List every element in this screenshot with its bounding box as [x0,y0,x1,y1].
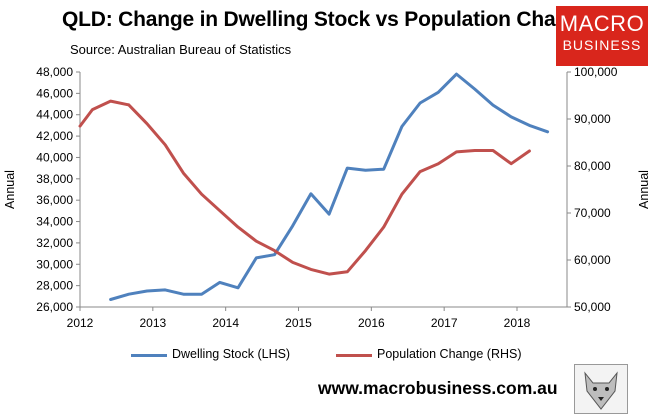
y-left-axis-title: Annual [3,170,17,209]
y-right-tick-label: 60,000 [574,253,611,267]
logo-line-1: MACRO [559,11,645,36]
x-tick-label: 2015 [285,316,312,330]
legend-label-dwelling: Dwelling Stock (LHS) [172,347,291,361]
chart-title: QLD: Change in Dwelling Stock vs Populat… [62,8,593,31]
footer-url[interactable]: www.macrobusiness.com.au [318,378,558,398]
chart-source: Source: Australian Bureau of Statistics [70,42,292,57]
x-tick-label: 2018 [504,316,531,330]
x-tick-label: 2017 [431,316,458,330]
macrobusiness-logo[interactable]: MACRO BUSINESS [556,6,648,66]
y-right-tick-label: 100,000 [574,65,618,79]
y-left-tick-label: 42,000 [36,129,73,143]
y-left-tick-label: 46,000 [36,86,73,100]
legend-swatch-dwelling [131,354,167,357]
y-left-tick-label: 30,000 [36,257,73,271]
y-left-tick-label: 40,000 [36,150,73,164]
y-right-tick-label: 50,000 [574,300,611,314]
y-left-tick-label: 44,000 [36,108,73,122]
y-right-tick-label: 70,000 [574,206,611,220]
y-left-tick-label: 32,000 [36,236,73,250]
y-left-tick-label: 26,000 [36,300,73,314]
x-tick-label: 2016 [358,316,385,330]
wolf-mascot-icon [574,364,628,414]
x-tick-label: 2013 [139,316,166,330]
legend-label-population: Population Change (RHS) [377,347,522,361]
y-left-tick-label: 36,000 [36,193,73,207]
y-right-tick-label: 90,000 [574,112,611,126]
y-left-tick-label: 28,000 [36,279,73,293]
logo-line-2: BUSINESS [562,37,642,53]
y-left-tick-label: 48,000 [36,65,73,79]
x-tick-label: 2012 [67,316,94,330]
y-left-tick-label: 34,000 [36,215,73,229]
legend-swatch-population [336,354,372,357]
x-tick-label: 2014 [212,316,239,330]
y-right-axis-title: Annual [637,170,651,209]
dwelling-stock-line [109,72,550,301]
y-right-tick-label: 80,000 [574,159,611,173]
y-left-tick-label: 38,000 [36,172,73,186]
population-change-line [78,99,531,276]
